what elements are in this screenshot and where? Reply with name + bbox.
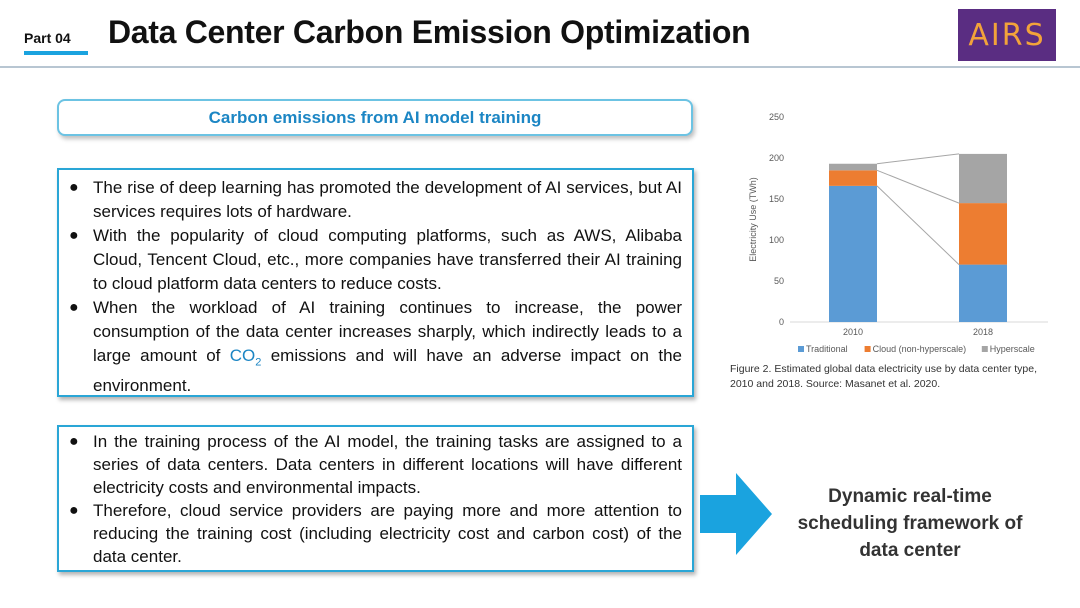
bullet-icon: ● <box>69 179 79 196</box>
y-tick-label: 50 <box>774 276 784 286</box>
bar-segment <box>959 203 1007 265</box>
scheduling-bullets-box: ● In the training process of the AI mode… <box>57 425 694 572</box>
bar-segment <box>959 264 1007 322</box>
list-item: ● With the popularity of cloud computing… <box>69 224 682 296</box>
section-subtitle: Carbon emissions from AI model training <box>208 107 542 127</box>
list-item: ● Therefore, cloud service providers are… <box>69 499 682 568</box>
connector-line <box>876 153 960 165</box>
scheduling-framework-label: Dynamic real-time scheduling framework o… <box>797 486 1023 561</box>
electricity-use-chart: 0 50 100 150 200 250 Electricity Use (TWh) 2010… <box>748 112 1048 354</box>
section-subtitle-box: Carbon emissions from AI model training <box>57 99 693 136</box>
bullet-text-part: emissions and will have an adverse impac… <box>93 346 682 396</box>
connector-line <box>876 169 960 204</box>
figure-caption: Figure 2. Estimated global data electric… <box>730 363 1037 390</box>
bullet-text: With the popularity of cloud computing p… <box>93 226 682 293</box>
y-tick-label: 150 <box>769 194 784 204</box>
bar-segment <box>959 153 1007 204</box>
part-label: Part 04 <box>24 30 71 46</box>
legend-swatch <box>798 346 804 352</box>
bar-segment <box>829 163 877 171</box>
bullet-icon: ● <box>69 299 79 316</box>
bar-segment <box>829 185 877 322</box>
x-tick-label: 2018 <box>973 327 993 337</box>
page-title: Data Center Carbon Emission Optimization <box>108 14 751 50</box>
bullet-icon: ● <box>69 433 79 450</box>
co2-base: CO <box>229 346 256 365</box>
part-underline <box>24 51 88 55</box>
bullet-icon: ● <box>69 502 79 519</box>
co2-subscript: 2 <box>255 356 262 369</box>
x-tick-label: 2010 <box>843 327 863 337</box>
co2-text: CO2 <box>229 346 262 369</box>
bullet-text: When the workload of AI training continu… <box>93 296 682 398</box>
logo-text: AIRS <box>968 17 1046 53</box>
bullet-text: Therefore, cloud service providers are p… <box>93 501 682 566</box>
list-item: ● In the training process of the AI mode… <box>69 430 682 499</box>
header-divider <box>0 66 1080 68</box>
bullet-icon: ● <box>69 227 79 244</box>
background-bullets-box: ● The rise of deep learning has promoted… <box>57 168 694 397</box>
list-item: ● The rise of deep learning has promoted… <box>69 176 682 224</box>
bullet-text-part: When the workload of AI training continu… <box>93 298 682 365</box>
legend-label: Traditional <box>806 344 848 354</box>
y-tick-label: 250 <box>769 112 784 122</box>
connector-line <box>876 185 960 265</box>
airs-logo: AIRS <box>958 9 1056 61</box>
legend-swatch <box>981 346 988 352</box>
legend-label: Cloud (non-hyperscale) <box>873 344 967 354</box>
legend-label: Hyperscale <box>990 344 1035 354</box>
bullet-text: In the training process of the AI model,… <box>93 432 682 497</box>
list-item: ● When the workload of AI training conti… <box>69 296 682 398</box>
y-axis-label: Electricity Use (TWh) <box>748 177 758 262</box>
y-tick-label: 200 <box>769 153 784 163</box>
legend-swatch <box>864 346 871 352</box>
right-arrow-icon <box>700 473 772 555</box>
bar-segment <box>829 170 877 186</box>
bullet-text: The rise of deep learning has promoted t… <box>93 178 682 221</box>
y-tick-label: 0 <box>779 317 784 327</box>
y-tick-label: 100 <box>769 235 784 245</box>
